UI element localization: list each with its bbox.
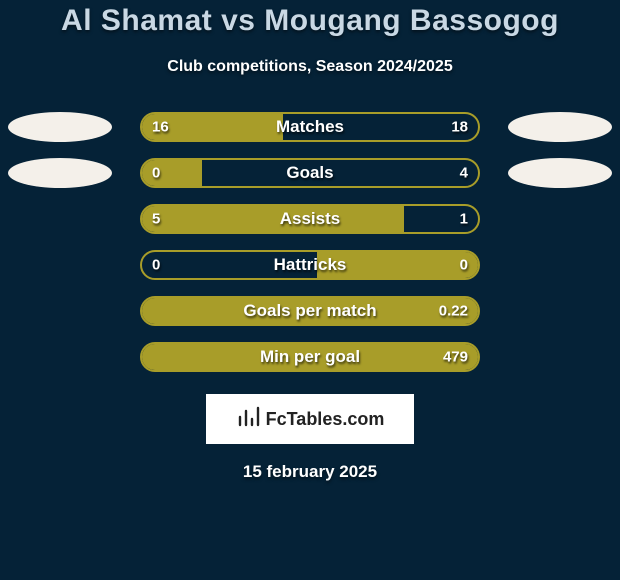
stat-bar-track: Goals04 [140,158,480,188]
stat-bar-fill-right [317,252,478,278]
stat-bar-fill-left [142,344,478,370]
stat-row: Assists51 [0,196,620,242]
stat-bar-fill-left [142,114,283,140]
stat-bar-fill-left [142,160,202,186]
stat-bar-track: Matches1618 [140,112,480,142]
player-avatar-left [8,158,112,188]
brand-badge: FcTables.com [206,394,414,444]
page-title: Al Shamat vs Mougang Bassogog [0,4,620,38]
stat-row: Matches1618 [0,104,620,150]
stat-bar-track: Goals per match0.22 [140,296,480,326]
stat-value-right: 1 [460,211,468,228]
stat-bar-track: Hattricks00 [140,250,480,280]
stat-bar-track: Min per goal479 [140,342,480,372]
comparison-infographic: Al Shamat vs Mougang Bassogog Club compe… [0,0,620,580]
stat-rows-container: Matches1618 Goals04 Assists51 Hattricks00 Go… [0,104,620,380]
stat-value-left: 0 [152,257,160,274]
brand-inner: FcTables.com [236,405,385,434]
stat-bar-fill-left [142,298,478,324]
stat-row: Min per goal479 [0,334,620,380]
chart-icon [236,405,260,434]
page-subtitle: Club competitions, Season 2024/2025 [0,58,620,76]
stat-row: Hattricks00 [0,242,620,288]
stat-value-right: 4 [460,165,468,182]
infographic-date: 15 february 2025 [0,462,620,482]
stat-row: Goals04 [0,150,620,196]
stat-bar-fill-left [142,206,404,232]
brand-text: FcTables.com [266,409,385,430]
stat-row: Goals per match0.22 [0,288,620,334]
stat-bar-track: Assists51 [140,204,480,234]
stat-value-right: 18 [451,119,468,136]
player-avatar-left [8,112,112,142]
player-avatar-right [508,112,612,142]
player-avatar-right [508,158,612,188]
